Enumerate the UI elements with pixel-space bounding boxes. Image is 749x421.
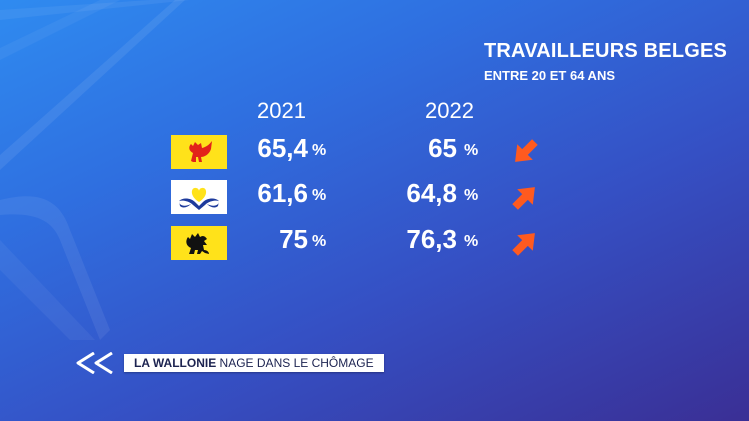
ticker-headline-bold: LA WALLONIE xyxy=(134,356,217,370)
unit-2022: % xyxy=(464,233,479,250)
flanders-flag-icon xyxy=(171,226,227,260)
value-2022: 76,3 xyxy=(406,224,457,254)
chart-title: TRAVAILLEURS BELGES xyxy=(484,40,728,62)
double-chevron-left-icon xyxy=(76,352,113,374)
unit-2021: % xyxy=(312,233,327,250)
unit-2022: % xyxy=(464,142,479,159)
table-row: 65,4 % 65 % xyxy=(0,133,749,173)
chart-subtitle: ENTRE 20 ET 64 ANS xyxy=(484,68,616,83)
value-2021: 75 xyxy=(279,224,308,254)
wallonia-flag-icon xyxy=(171,135,227,169)
unit-2021: % xyxy=(312,142,327,159)
arrow-down-icon xyxy=(515,139,538,162)
arrow-up-icon xyxy=(512,187,535,210)
table-row: 75 % 76,3 % xyxy=(0,224,749,264)
year-header-2022: 2022 xyxy=(425,98,474,123)
table-row: 61,6 % 64,8 % xyxy=(0,178,749,218)
brussels-flag-icon xyxy=(171,180,227,214)
value-2021: 65,4 xyxy=(257,133,308,163)
ticker-headline: LA WALLONIE NAGE DANS LE CHÔMAGE xyxy=(124,354,384,372)
year-header-2021: 2021 xyxy=(257,98,306,123)
arrow-up-icon xyxy=(512,233,535,256)
title-block: TRAVAILLEURS BELGES ENTRE 20 ET 64 ANS xyxy=(484,40,727,83)
ticker-headline-text: NAGE DANS LE CHÔMAGE xyxy=(216,356,374,370)
value-2021: 61,6 xyxy=(257,178,308,208)
value-2022: 65 xyxy=(428,133,457,163)
value-2022: 64,8 xyxy=(406,178,457,208)
unit-2021: % xyxy=(312,187,327,204)
unit-2022: % xyxy=(464,187,479,204)
